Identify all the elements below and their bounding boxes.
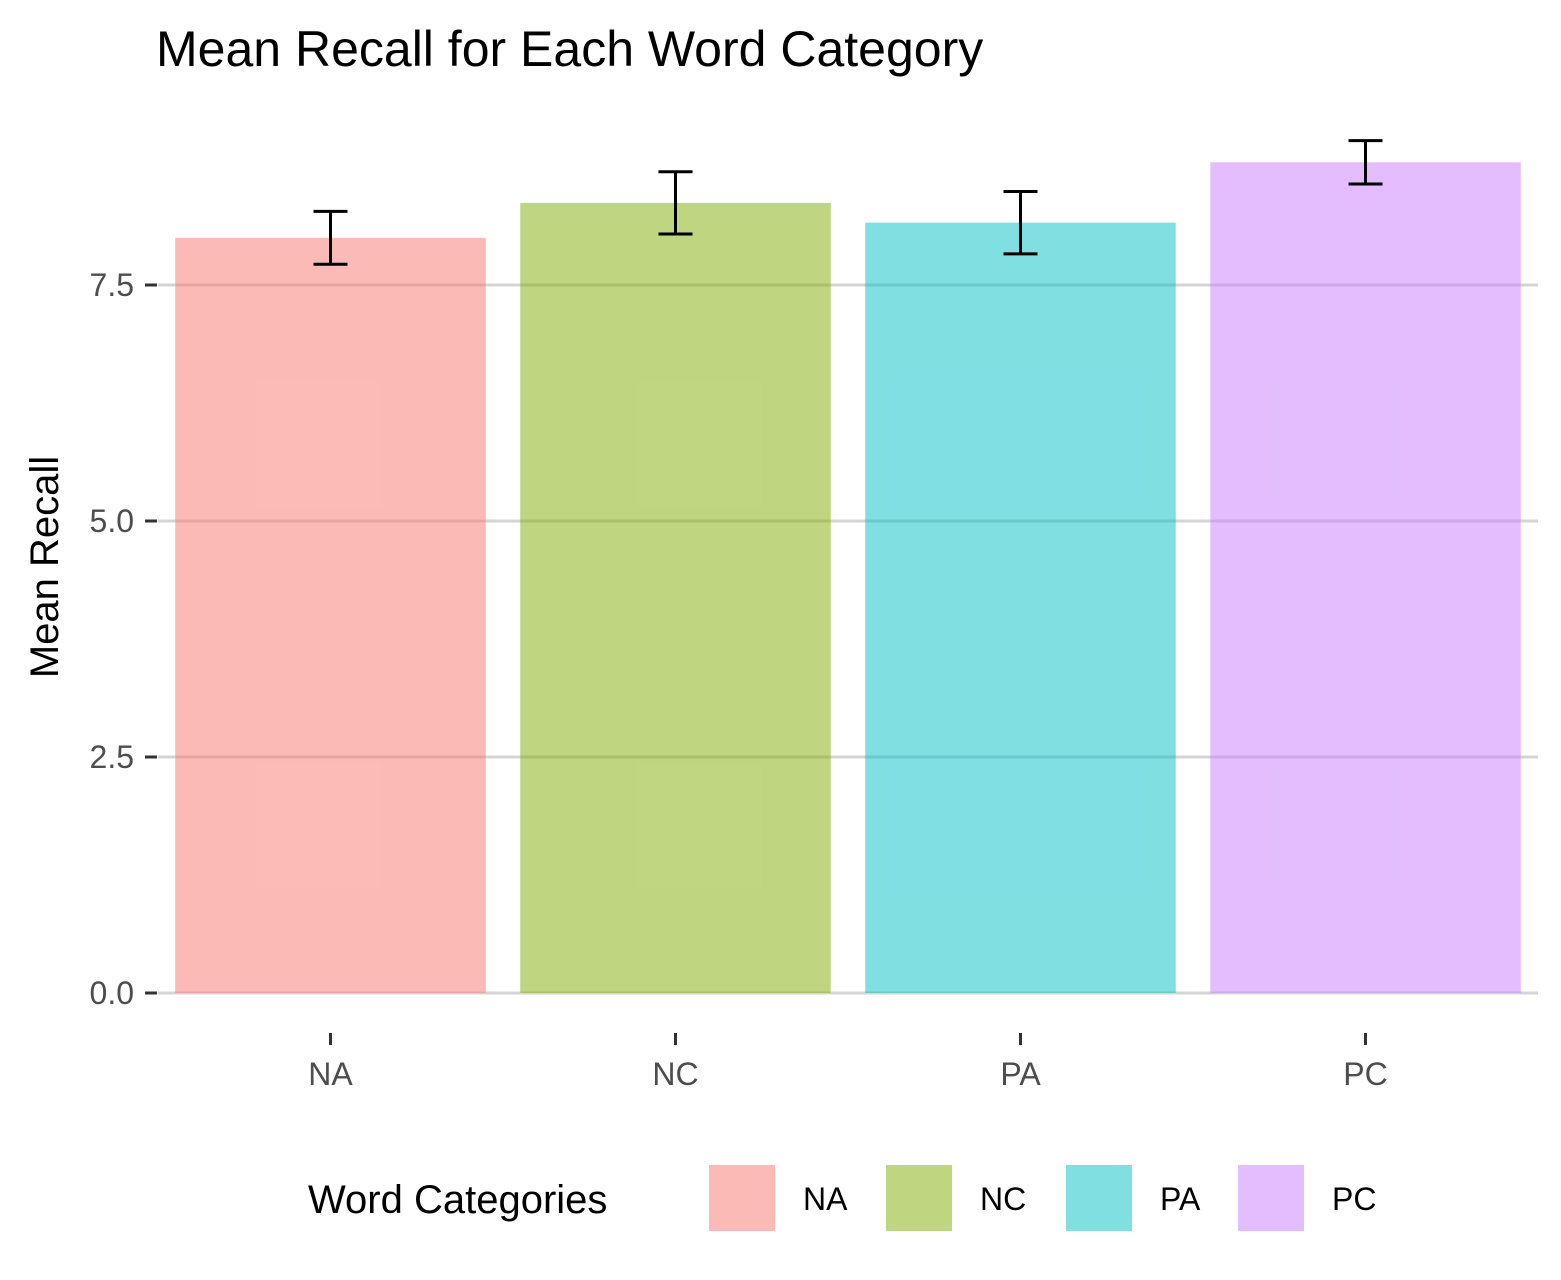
bar-nc: [520, 202, 831, 993]
chart-title: Mean Recall for Each Word Category: [156, 21, 983, 77]
legend-key-nc: [886, 1165, 952, 1231]
legend-label-na: NA: [803, 1181, 848, 1217]
legend-key-pa: [1066, 1165, 1132, 1231]
bars: [175, 162, 1521, 994]
x-tick-label: NC: [652, 1056, 698, 1092]
y-tick-label: 0.0: [90, 975, 134, 1011]
legend-label-pc: PC: [1332, 1181, 1376, 1217]
error-bar-na: [313, 209, 348, 266]
y-tick-label: 7.5: [90, 267, 134, 303]
legend-key-pc: [1238, 1165, 1304, 1231]
y-tick-label: 2.5: [90, 739, 134, 775]
error-bar-nc: [658, 170, 693, 236]
x-tick-label: PC: [1343, 1056, 1387, 1092]
x-tick-label: PA: [1000, 1056, 1041, 1092]
legend-title: Word Categories: [308, 1178, 607, 1222]
y-axis: 0.0 2.5 5.0 7.5: [90, 267, 157, 1011]
x-axis: NA NC PA PC: [308, 1033, 1388, 1092]
x-tick-label: NA: [308, 1056, 353, 1092]
legend-key-na: [709, 1165, 775, 1231]
error-bar-pa: [1003, 190, 1038, 256]
y-axis-title: Mean Recall: [23, 456, 67, 678]
y-tick-label: 5.0: [90, 503, 134, 539]
bar-na: [175, 237, 486, 994]
error-bar-pc: [1348, 139, 1383, 186]
legend-label-pa: PA: [1160, 1181, 1201, 1217]
bar-pc: [1210, 162, 1521, 993]
bar-pa: [865, 222, 1176, 994]
error-bars: [313, 139, 1383, 266]
legend-label-nc: NC: [980, 1181, 1026, 1217]
legend: Word Categories NA NC PA PC: [308, 1165, 1376, 1231]
